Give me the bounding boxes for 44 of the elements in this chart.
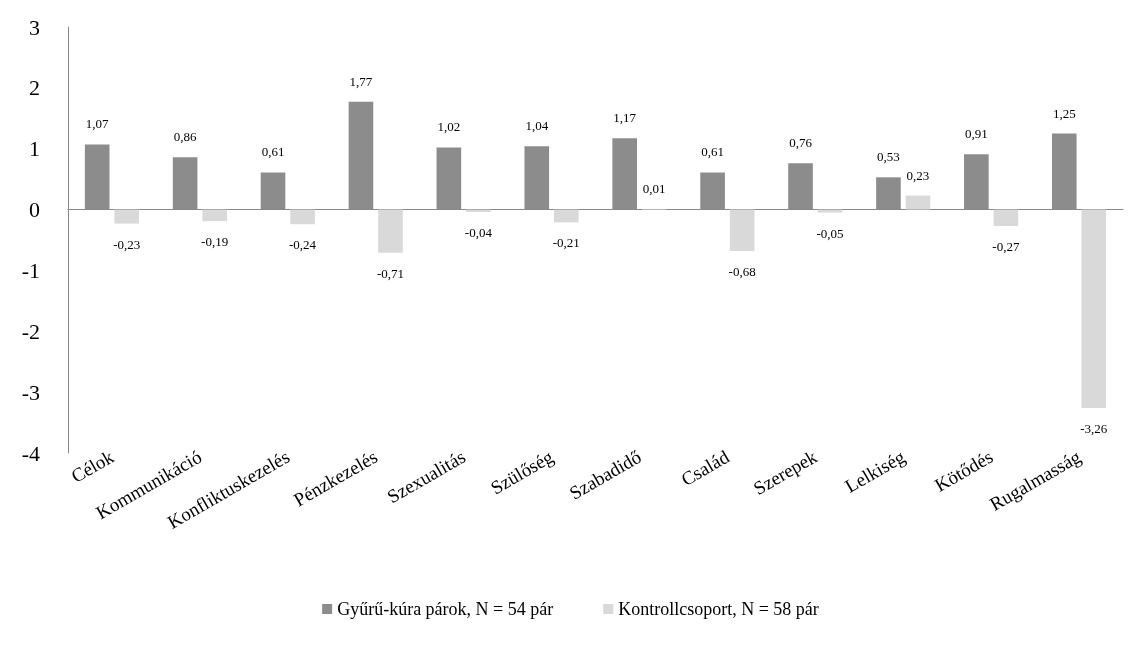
data-label: 1,77 (349, 73, 373, 89)
data-label: -0,23 (113, 236, 141, 252)
bar (729, 209, 755, 251)
data-label: -3,26 (1080, 420, 1108, 436)
data-label: 0,91 (964, 126, 988, 142)
bar (993, 209, 1019, 226)
legend-label: Gyűrű-kúra párok, N = 54 pár (337, 599, 554, 619)
y-tick-label: 0 (29, 197, 40, 223)
data-label: 0,61 (701, 144, 724, 160)
data-label: -0,27 (992, 239, 1020, 254)
data-label: 1,04 (525, 118, 549, 134)
data-label: 0,53 (877, 149, 900, 165)
data-label: -0,71 (376, 265, 405, 281)
data-label: -0,68 (728, 263, 756, 279)
bar (114, 209, 140, 224)
data-label: 1,17 (613, 110, 637, 126)
data-label: 0,01 (642, 180, 666, 196)
y-tick-label: 3 (29, 14, 40, 40)
legend-label: Kontrollcsoport, N = 58 pár (618, 599, 819, 619)
bar (905, 195, 931, 210)
bar (554, 209, 579, 223)
data-label: -0,19 (201, 234, 229, 250)
data-label: -0,24 (289, 237, 317, 253)
data-label: 0,86 (173, 129, 197, 145)
bar (202, 209, 227, 222)
y-tick-label: -2 (21, 318, 40, 344)
y-tick-label: -1 (21, 257, 40, 283)
data-label: 1,07 (85, 116, 110, 132)
y-tick-label: 1 (29, 136, 40, 162)
bar (1081, 209, 1107, 408)
data-label: -0,21 (552, 235, 580, 251)
data-label: 0,61 (261, 144, 285, 160)
data-label: -0,05 (816, 225, 844, 241)
data-label: 0,76 (789, 135, 813, 151)
y-tick-label: -4 (21, 440, 40, 466)
y-tick-label: -3 (21, 379, 40, 405)
data-label: 1,02 (437, 119, 461, 135)
data-label: 1,25 (1052, 105, 1076, 121)
bar (378, 209, 403, 253)
bar (817, 209, 843, 213)
y-tick-label: 2 (29, 75, 40, 101)
data-label: -0,04 (464, 225, 493, 241)
bar (290, 209, 315, 225)
data-label: 0,23 (906, 167, 930, 183)
